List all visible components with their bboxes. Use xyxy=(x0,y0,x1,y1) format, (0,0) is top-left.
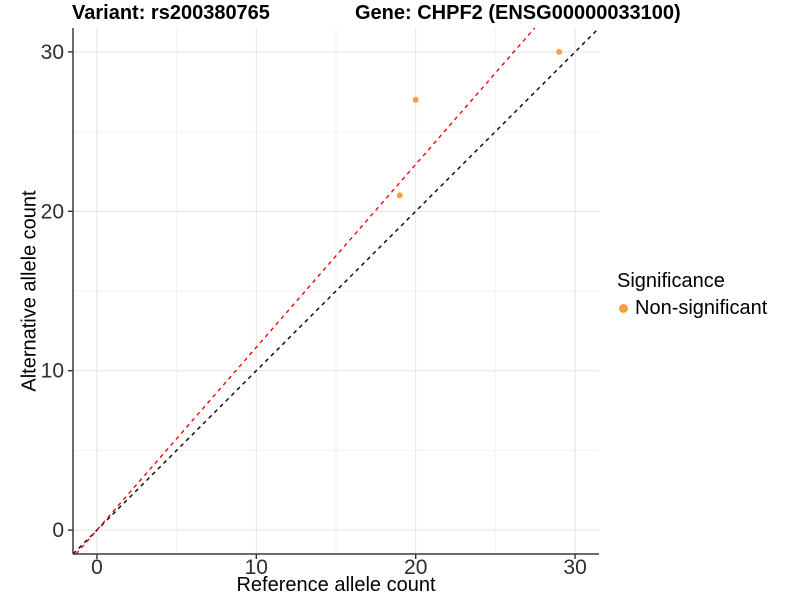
identity-line xyxy=(72,27,600,555)
legend-point-icon xyxy=(619,303,628,313)
x-tick-label: 20 xyxy=(404,556,427,579)
y-tick-label: 30 xyxy=(41,41,64,64)
y-axis-title: Alternative allele count xyxy=(18,190,41,392)
data-point xyxy=(412,96,419,103)
x-axis-title: Reference allele count xyxy=(236,574,436,596)
y-tick-label: 10 xyxy=(41,360,64,383)
plot-title-gene: Gene: CHPF2 (ENSG00000033100) xyxy=(355,2,681,24)
legend-title: Significance xyxy=(617,270,725,292)
x-tick-label: 30 xyxy=(563,556,586,579)
plot-title-variant: Variant: rs200380765 xyxy=(72,2,270,24)
x-tick-label: 10 xyxy=(245,556,268,579)
legend-item-non-significant: Non-significant xyxy=(617,296,767,320)
legend: Significance Non-significant xyxy=(617,269,767,320)
x-tick-label: 0 xyxy=(91,556,103,579)
legend-item-label: Non-significant xyxy=(635,297,768,319)
data-point xyxy=(396,192,403,199)
data-point xyxy=(556,48,563,55)
y-tick-label: 0 xyxy=(52,519,64,542)
y-tick-label: 20 xyxy=(41,200,64,223)
